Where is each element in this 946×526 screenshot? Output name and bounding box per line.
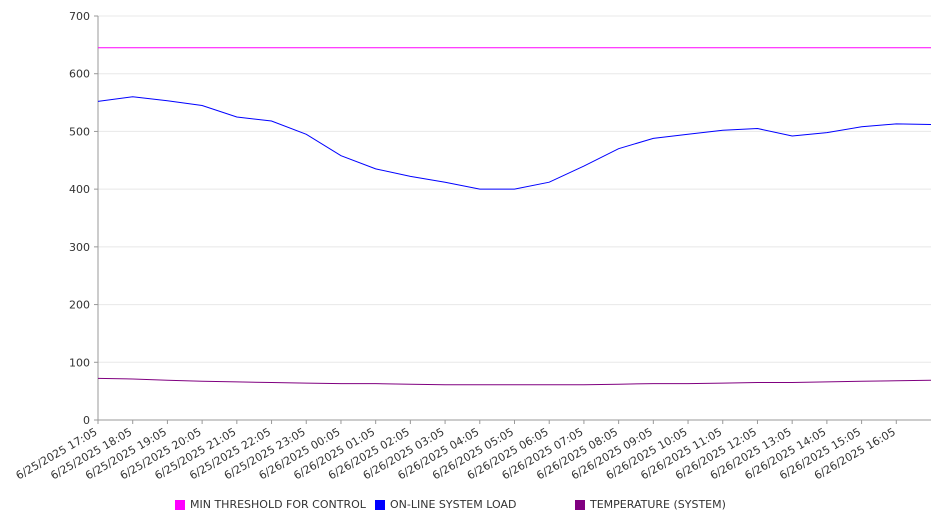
legend-item-temperature: TEMPERATURE (SYSTEM) [575,498,726,511]
y-tick-label-600: 600 [69,68,90,81]
grid-lines [98,15,931,363]
y-axis: 0 100 200 300 400 500 600 700 [69,10,99,427]
legend-item-min-threshold: MIN THRESHOLD FOR CONTROL [175,498,366,511]
legend-swatch-system-load [375,499,385,510]
legend-label-system-load: ON-LINE SYSTEM LOAD [390,498,517,511]
series-line-on-line-system-load [97,96,932,190]
series-lines [97,47,932,386]
chart-legend: MIN THRESHOLD FOR CONTROL ON-LINE SYSTEM… [0,498,946,514]
legend-item-system-load: ON-LINE SYSTEM LOAD [375,498,516,511]
series-line-temperature-system [97,377,932,386]
y-tick-label-0: 0 [83,414,90,427]
x-axis: 6/25/2025 17:056/25/2025 18:056/25/2025 … [14,419,931,482]
y-tick-label-700: 700 [69,10,90,23]
legend-label-temperature: TEMPERATURE (SYSTEM) [590,498,726,511]
y-tick-label-300: 300 [69,241,90,254]
y-tick-label-100: 100 [69,356,90,369]
legend-label-min-threshold: MIN THRESHOLD FOR CONTROL [190,498,366,511]
y-tick-label-400: 400 [69,183,90,196]
y-tick-label-200: 200 [69,299,90,312]
legend-swatch-min-threshold [175,499,185,510]
y-tick-label-500: 500 [69,125,90,138]
legend-swatch-temperature [575,499,585,510]
